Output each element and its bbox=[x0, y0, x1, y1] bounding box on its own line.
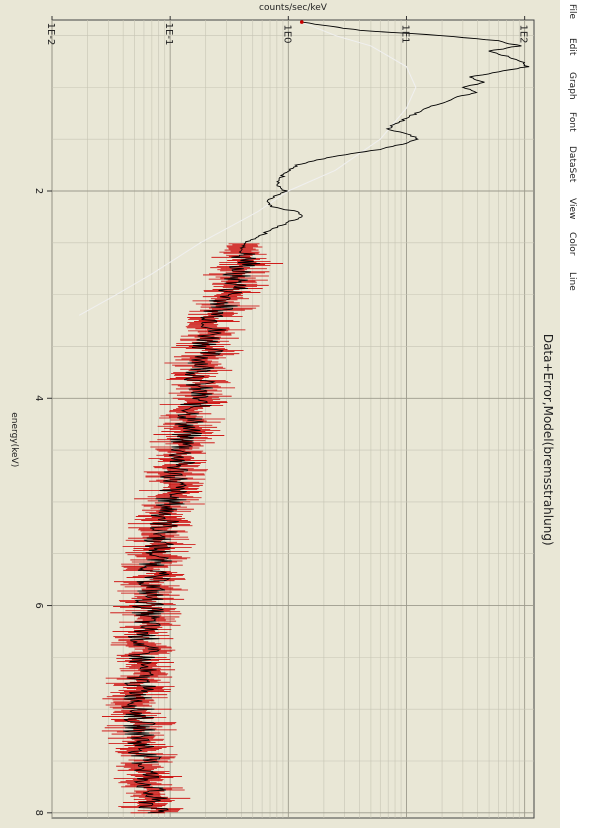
menu-edit[interactable]: Edit bbox=[567, 38, 577, 56]
menu-file[interactable]: File bbox=[567, 4, 577, 20]
series-layer bbox=[78, 20, 530, 814]
ytick-label: 1E2 bbox=[518, 24, 529, 43]
ytick-label: 1E1 bbox=[399, 24, 410, 43]
labels: counts/sec/keV energy(keV) Data+Error,Mode… bbox=[9, 3, 555, 546]
xtick-label: 6 bbox=[33, 602, 44, 608]
ticks: 1E-2 1E-1 1E0 1E1 1E2 2 4 6 8 bbox=[33, 16, 529, 816]
x-axis-label: energy(keV) bbox=[9, 412, 19, 467]
y-axis-label: counts/sec/keV bbox=[259, 3, 328, 13]
menu-view[interactable]: View bbox=[567, 198, 577, 220]
chart-title: Data+Error,Model(bremsstrahlung) bbox=[541, 334, 555, 546]
menu-dataset[interactable]: DataSet bbox=[567, 146, 577, 183]
ytick-label: 1E-2 bbox=[45, 23, 56, 46]
plot-background bbox=[0, 0, 560, 828]
xtick-label: 2 bbox=[33, 188, 44, 194]
xtick-label: 8 bbox=[33, 810, 44, 816]
menu-bar: File Edit Graph Font DataSet View Color Line bbox=[563, 0, 581, 291]
ytick-label: 1E0 bbox=[281, 24, 292, 43]
ytick-label: 1E-1 bbox=[163, 23, 174, 46]
xtick-label: 4 bbox=[33, 395, 44, 401]
menu-line[interactable]: Line bbox=[567, 272, 577, 291]
menu-graph[interactable]: Graph bbox=[567, 72, 577, 100]
data-start-point bbox=[299, 20, 304, 24]
menu-color[interactable]: Color bbox=[567, 232, 577, 256]
spectrum-chart: 1E-2 1E-1 1E0 1E1 1E2 2 4 6 8 counts/sec/keV ener… bbox=[0, 0, 560, 828]
data-line bbox=[121, 21, 530, 814]
model-line bbox=[78, 21, 417, 316]
menu-font[interactable]: Font bbox=[567, 112, 577, 132]
